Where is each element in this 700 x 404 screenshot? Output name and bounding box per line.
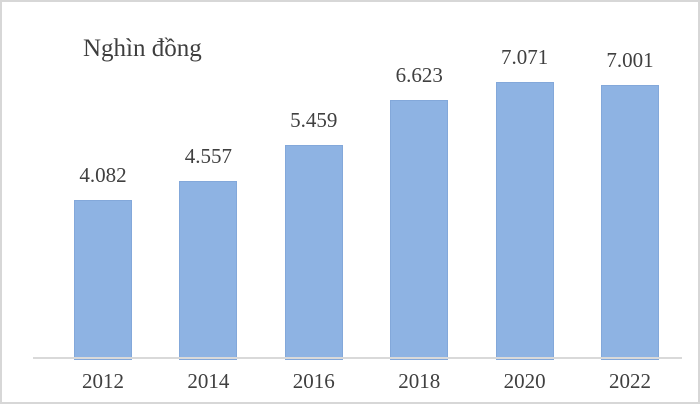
x-tick-label: 2012	[82, 369, 124, 393]
x-tick-label: 2018	[398, 369, 441, 393]
bar	[179, 181, 238, 360]
x-tick-label: 2016	[292, 369, 335, 393]
bar	[74, 200, 132, 360]
bar	[284, 145, 343, 360]
x-tick-label: 2014	[187, 369, 230, 393]
chart-title: Nghìn đồng	[83, 35, 202, 62]
bar-value-label: 7.001	[606, 48, 654, 72]
bar-value-label: 6.623	[395, 63, 443, 87]
bar	[601, 85, 659, 360]
bar-value-label: 4.557	[184, 144, 233, 168]
x-tick-label: 2022	[609, 369, 651, 393]
x-axis-line	[33, 357, 682, 359]
bar-value-label: 4.082	[79, 163, 127, 187]
x-tick-label: 2020	[503, 369, 546, 393]
bar	[390, 100, 449, 360]
bar	[495, 82, 554, 360]
bar-value-label: 5.459	[290, 108, 338, 132]
bar-value-label: 7.071	[500, 45, 549, 69]
